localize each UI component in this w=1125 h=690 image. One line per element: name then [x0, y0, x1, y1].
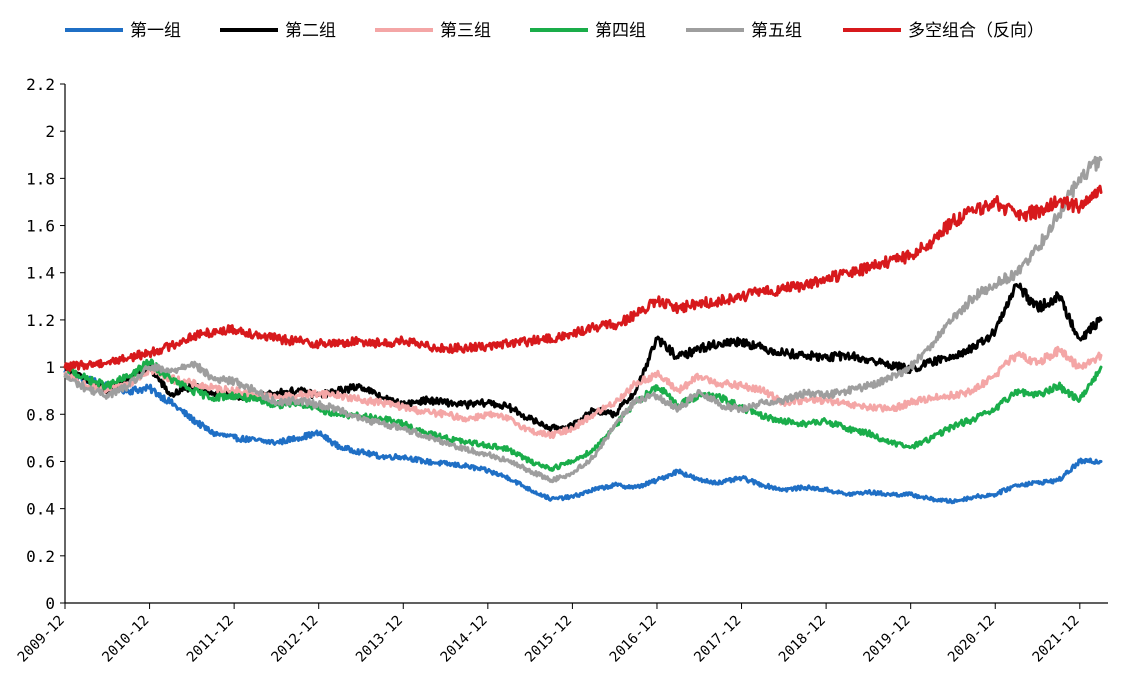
- y-tick-label: 0.8: [26, 405, 55, 424]
- x-tick-label: 2010-12: [99, 613, 152, 666]
- series-line-3: [63, 345, 1103, 440]
- y-tick-label: 1.6: [26, 217, 55, 236]
- x-tick-label: 2016-12: [607, 613, 660, 666]
- x-tick-label: 2018-12: [776, 613, 829, 666]
- x-tick-label: 2009-12: [15, 613, 68, 666]
- y-tick-label: 1: [45, 358, 55, 377]
- series-line-4: [63, 358, 1103, 472]
- y-axis: 0 0.2 0.4 0.6 0.8 1 1.2 1.4 1.6 1.8 2 2.2: [26, 75, 66, 613]
- x-tick-label: 2013-12: [353, 613, 406, 666]
- y-tick-label: 2.2: [26, 75, 55, 94]
- legend-label: 多空组合（反向）: [908, 21, 1044, 41]
- y-tick-label: 1.4: [26, 264, 55, 283]
- x-tick-label: 2021-12: [1030, 613, 1083, 666]
- x-tick-label: 2011-12: [184, 613, 237, 666]
- x-tick-label: 2017-12: [691, 613, 744, 666]
- y-tick-label: 0.4: [26, 500, 55, 519]
- series-line-1: [63, 368, 1103, 505]
- series-line-2: [63, 282, 1103, 432]
- legend-label: 第三组: [440, 21, 491, 41]
- x-tick-label: 2012-12: [268, 613, 321, 666]
- series-line-6: [63, 184, 1103, 372]
- x-tick-label: 2014-12: [438, 613, 491, 666]
- legend-label: 第四组: [595, 21, 646, 41]
- y-tick-label: 1.8: [26, 169, 55, 188]
- y-tick-label: 0.6: [26, 452, 55, 471]
- y-tick-label: 0: [45, 594, 55, 613]
- y-tick-label: 0.2: [26, 547, 55, 566]
- x-tick-label: 2020-12: [945, 613, 998, 666]
- series-group: [63, 155, 1103, 505]
- x-axis: 2009-12 2010-12 2011-12 2012-12 2013-12 2014-…: [15, 602, 1108, 666]
- x-tick-label: 2019-12: [860, 613, 913, 666]
- y-tick-label: 1.2: [26, 311, 55, 330]
- legend: 第一组 第二组 第三组 第四组 第五组 多空组合（反向）: [65, 21, 1044, 41]
- x-tick-label: 2015-12: [522, 613, 575, 666]
- series-line-5: [63, 155, 1103, 484]
- y-tick-label: 2: [45, 122, 55, 141]
- legend-label: 第五组: [751, 21, 802, 41]
- legend-label: 第一组: [130, 21, 181, 41]
- legend-label: 第二组: [285, 21, 336, 41]
